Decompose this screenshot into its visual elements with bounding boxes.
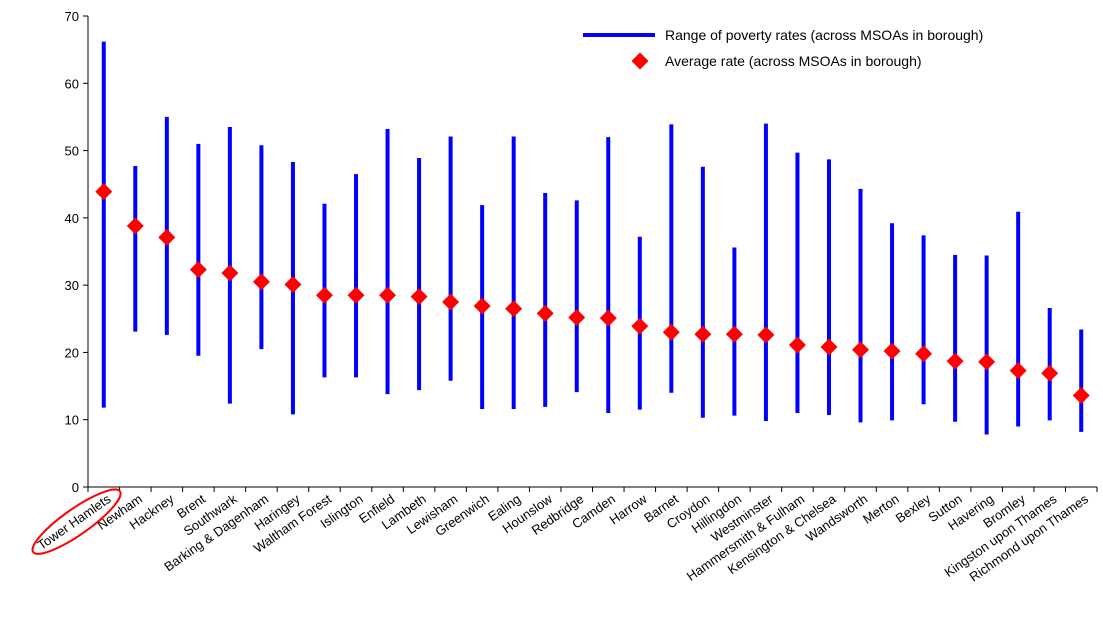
average-point <box>852 341 870 359</box>
average-point <box>978 353 996 371</box>
category-labels: Tower HamletsNewhamHackneyBrentSouthwark… <box>34 491 1091 585</box>
average-point <box>347 286 365 304</box>
average-point <box>915 345 933 363</box>
range-bars <box>101 41 1084 435</box>
average-points <box>95 183 1090 404</box>
average-point <box>126 217 144 235</box>
average-point <box>820 338 838 356</box>
y-ticks: 0 10 20 30 40 50 60 70 <box>65 9 88 495</box>
y-tick-label: 0 <box>72 480 79 495</box>
category-label: Merton <box>860 491 902 526</box>
average-point <box>95 183 113 201</box>
axes <box>87 16 1097 488</box>
average-point <box>1009 362 1027 380</box>
average-point <box>473 297 491 315</box>
average-point <box>568 308 586 326</box>
legend-average-marker <box>631 52 649 70</box>
average-point <box>946 352 964 370</box>
average-point <box>536 304 554 322</box>
x-ticks <box>87 487 1098 492</box>
category-label: Bexley <box>893 491 934 526</box>
y-tick-label: 40 <box>65 211 79 226</box>
average-point <box>189 261 207 279</box>
average-point <box>757 326 775 344</box>
average-point <box>158 228 176 246</box>
average-point <box>788 336 806 354</box>
average-point <box>379 286 397 304</box>
legend: Range of poverty rates (across MSOAs in … <box>583 27 983 70</box>
average-point <box>883 342 901 360</box>
average-point <box>410 288 428 306</box>
average-point <box>442 293 460 311</box>
average-point <box>694 325 712 343</box>
y-tick-label: 20 <box>65 345 79 360</box>
category-label: Harrow <box>607 491 650 528</box>
average-point <box>631 317 649 335</box>
average-point <box>1041 364 1059 382</box>
average-point <box>315 286 333 304</box>
average-point <box>284 275 302 293</box>
average-point <box>505 300 523 318</box>
average-point <box>725 325 743 343</box>
y-tick-label: 30 <box>65 278 79 293</box>
highlight <box>31 488 122 555</box>
y-tick-label: 10 <box>65 413 79 428</box>
average-point <box>599 309 617 327</box>
legend-range-label: Range of poverty rates (across MSOAs in … <box>665 27 983 43</box>
legend-average-label: Average rate (across MSOAs in borough) <box>665 53 922 69</box>
average-point <box>252 273 270 291</box>
average-point <box>221 264 239 282</box>
y-tick-label: 60 <box>65 76 79 91</box>
y-tick-label: 50 <box>65 144 79 159</box>
y-tick-label: 70 <box>65 9 79 24</box>
average-point <box>1072 387 1090 404</box>
highlight-ellipse <box>31 488 122 555</box>
average-point <box>662 323 680 341</box>
